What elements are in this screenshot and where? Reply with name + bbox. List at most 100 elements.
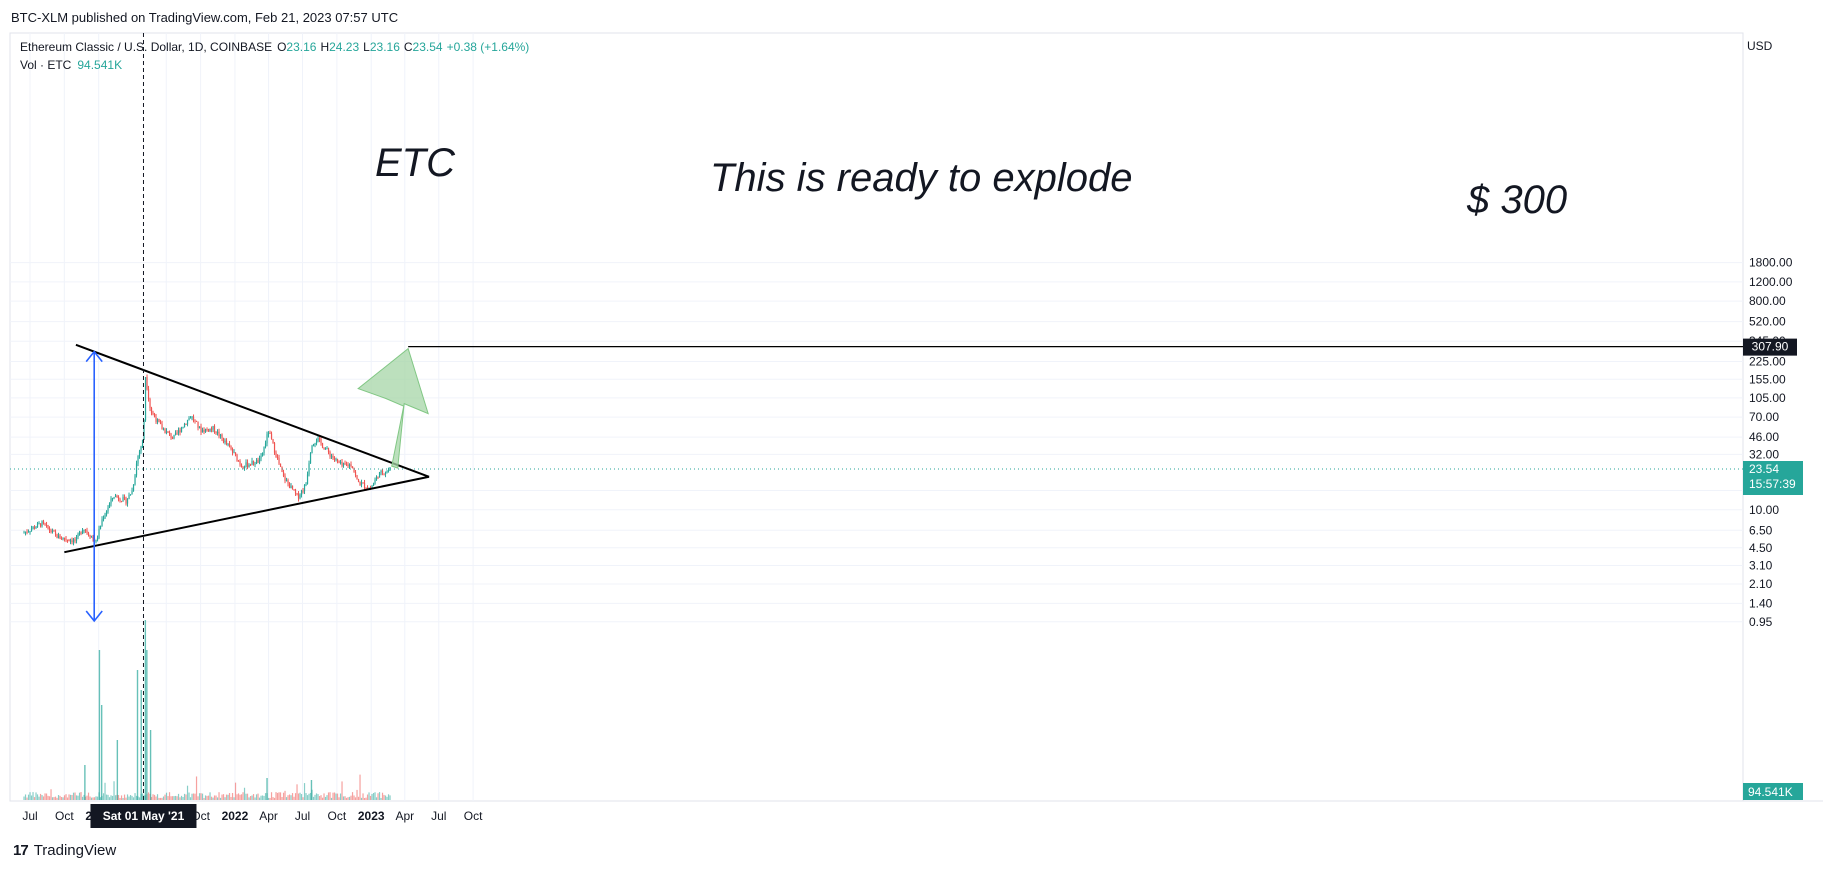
- candle-body: [222, 438, 225, 443]
- volume-spike: [136, 670, 139, 800]
- candle-body: [131, 490, 133, 495]
- volume-bar: [386, 796, 388, 800]
- candle-body: [263, 446, 265, 454]
- volume-bar: [110, 795, 112, 800]
- candle-body: [315, 441, 318, 444]
- volume-bar: [125, 797, 127, 800]
- volume-bar: [41, 795, 43, 800]
- volume-bar: [173, 796, 175, 800]
- volume-bar: [279, 792, 282, 800]
- price-tick-label: 520.00: [1749, 315, 1786, 329]
- volume-bar: [27, 794, 30, 800]
- volume-bar: [312, 796, 315, 800]
- candle-body: [164, 429, 166, 434]
- volume-bar: [132, 797, 135, 800]
- candle-body: [78, 532, 81, 535]
- candle-body: [251, 460, 253, 466]
- volume-bar: [207, 795, 210, 800]
- volume-bar: [131, 795, 133, 800]
- candle-body: [359, 482, 361, 485]
- measure-arrow[interactable]: [85, 350, 103, 623]
- volume-bar: [285, 797, 288, 800]
- volume-bar: [168, 792, 171, 800]
- candle-body: [128, 494, 130, 500]
- candle-body: [206, 429, 208, 431]
- volume-bar: [363, 797, 366, 800]
- svg-text:Sat 01 May '21: Sat 01 May '21: [103, 809, 185, 823]
- volume-bar: [104, 782, 106, 800]
- candle-body: [23, 532, 25, 534]
- volume-bar: [380, 797, 382, 800]
- candle-body: [152, 412, 154, 415]
- candle-body: [141, 439, 144, 447]
- candle-body: [215, 431, 217, 434]
- volume-bar: [234, 782, 237, 800]
- volume-bar: [306, 795, 309, 800]
- volume-bar: [135, 795, 138, 800]
- svg-text:94.541K: 94.541K: [1748, 785, 1793, 799]
- volume-bar: [230, 796, 232, 800]
- volume-bar: [356, 789, 358, 800]
- volume-bar: [65, 794, 67, 800]
- volume-bar: [288, 794, 291, 800]
- candle-body: [108, 503, 111, 508]
- triangle-trendlines[interactable]: [64, 343, 430, 554]
- price-tick-label: 46.00: [1749, 430, 1779, 444]
- volume-bar: [218, 792, 220, 800]
- volume-bar: [324, 796, 327, 800]
- candle-body: [111, 498, 114, 500]
- volume-bar: [93, 797, 96, 800]
- candle-body: [42, 521, 45, 524]
- candle-body: [221, 434, 223, 439]
- candle-body: [51, 530, 54, 533]
- volume-bar: [126, 794, 129, 800]
- candle-body: [198, 426, 201, 428]
- volume-spike: [146, 650, 148, 800]
- volume-bar: [80, 792, 82, 800]
- horizontal-gridlines: [10, 262, 1743, 623]
- volume-bar: [359, 774, 361, 800]
- candle-body: [350, 464, 352, 467]
- tradingview-logo-icon: 17: [13, 842, 29, 859]
- volume-bar: [60, 797, 63, 800]
- candle-body: [323, 447, 325, 450]
- candle-body: [362, 482, 364, 484]
- volume-bar: [233, 797, 235, 800]
- volume-bar: [378, 792, 381, 800]
- candle-body: [159, 421, 162, 425]
- candle-body: [69, 540, 72, 542]
- last-price-badge: 23.54 15:57:39: [1743, 461, 1803, 495]
- candle-body: [143, 420, 145, 440]
- tradingview-footer[interactable]: 17 TradingView: [13, 842, 116, 859]
- candle-body: [116, 495, 118, 498]
- candle-body: [92, 536, 94, 539]
- candle-body: [189, 417, 192, 419]
- chart-canvas[interactable]: ETC This is ready to explode $ 300 Ether…: [0, 28, 1823, 832]
- headline-annotation[interactable]: This is ready to explode: [710, 156, 1132, 200]
- candle-body: [71, 540, 73, 543]
- candle-body: [311, 445, 313, 453]
- candle-body: [149, 398, 151, 409]
- candle-body: [306, 474, 309, 484]
- volume-bar: [191, 793, 193, 800]
- volume-bar: [263, 795, 265, 800]
- candle-body: [147, 389, 150, 399]
- volume-bar: [90, 797, 93, 800]
- target-annotation[interactable]: $ 300: [1466, 178, 1567, 222]
- candle-body: [140, 446, 142, 452]
- volume-bar: [299, 792, 301, 800]
- candle-body: [363, 483, 366, 488]
- volume-bar: [339, 793, 342, 800]
- volume-bar: [69, 794, 72, 800]
- candle-body: [174, 432, 177, 435]
- candle-body: [381, 470, 384, 474]
- candle-body: [117, 497, 120, 500]
- target-arrow[interactable]: [357, 347, 429, 469]
- candle-body: [56, 533, 58, 539]
- candle-body: [326, 448, 328, 450]
- volume-bar: [210, 796, 213, 800]
- candle-body: [185, 423, 187, 425]
- volume-bar: [141, 793, 144, 800]
- candle-body: [246, 462, 249, 467]
- ticker-annotation[interactable]: ETC: [375, 141, 456, 185]
